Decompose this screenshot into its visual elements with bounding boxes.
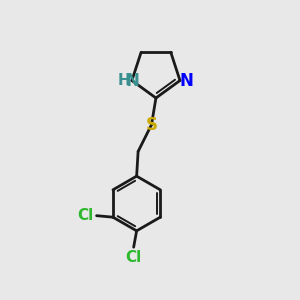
Text: H: H — [117, 73, 130, 88]
Text: S: S — [146, 116, 158, 134]
Text: N: N — [180, 71, 194, 89]
Text: Cl: Cl — [125, 250, 142, 265]
Text: Cl: Cl — [77, 208, 93, 223]
Text: N: N — [126, 71, 140, 89]
